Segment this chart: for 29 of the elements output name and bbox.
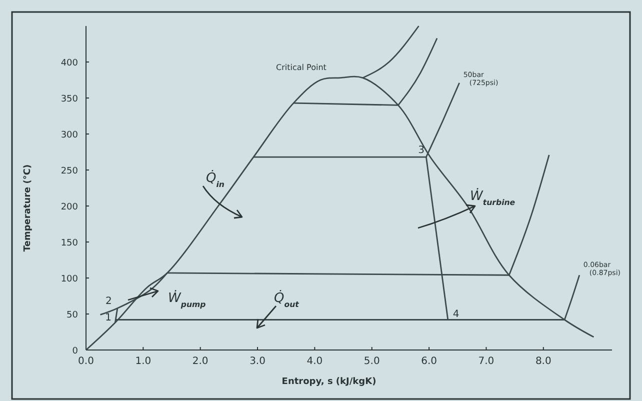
y-tick-label: 350: [60, 94, 78, 104]
annotation: 3: [418, 145, 425, 156]
annotation: 1: [105, 312, 112, 324]
annotation: 4: [452, 308, 460, 320]
annotation: Ẇ$_{pump}$: [168, 290, 206, 308]
y-tick-label: 300: [60, 130, 78, 140]
x-tick-label: 5.0: [364, 356, 380, 367]
y-tick-label: 200: [60, 202, 78, 212]
y-tick-label: 100: [60, 274, 78, 284]
y-axis-title: Temperature (°C): [23, 164, 33, 252]
annotation: Ẇ$_{turbine}$: [470, 188, 516, 206]
y-tick-label: 0: [72, 346, 78, 356]
x-tick-label: 3.0: [250, 356, 266, 367]
y-tick-label: 250: [60, 166, 78, 176]
x-tick-label: 1.0: [135, 356, 152, 367]
x-tick-label: 2.0: [192, 356, 208, 367]
x-tick-label: 6.0: [421, 356, 437, 367]
annotation: 2: [105, 296, 112, 308]
y-tick-label: 50: [66, 310, 78, 320]
x-axis-title: Entropy, s (kJ/kgK): [282, 377, 376, 387]
x-tick-label: 0.0: [78, 356, 94, 367]
x-tick-label: 8.0: [535, 356, 552, 367]
y-tick-label: 150: [60, 238, 78, 248]
annotation: Critical Point: [276, 62, 326, 72]
annotation: Q̇$_{in}$: [206, 170, 225, 188]
annotation: Q̇$_{out}$: [274, 290, 300, 308]
y-tick-label: 400: [60, 58, 78, 68]
x-tick-label: 7.0: [478, 356, 494, 367]
x-tick-label: 4.0: [306, 356, 323, 367]
